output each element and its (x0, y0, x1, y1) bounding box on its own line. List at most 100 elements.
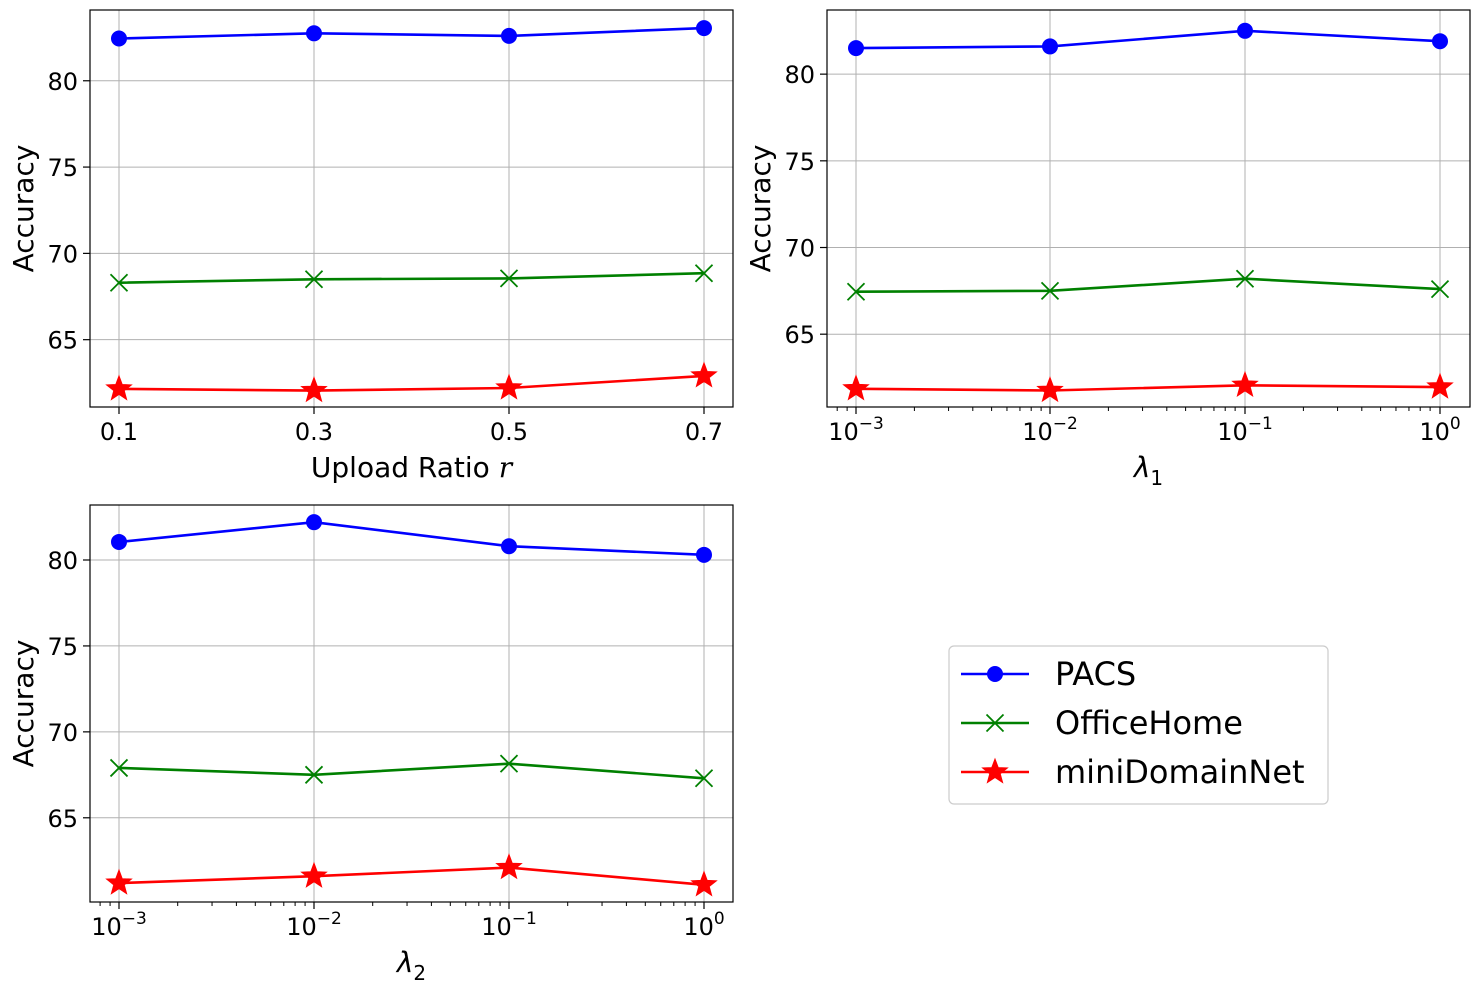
series-line (118, 762, 705, 780)
y-tick-label: 75 (47, 633, 78, 661)
data-point (306, 25, 322, 42)
data-point (304, 765, 324, 784)
series-line (855, 383, 1441, 392)
y-tick-label: 80 (47, 547, 78, 575)
data-point (300, 376, 328, 403)
series-line (855, 277, 1441, 293)
data-point (1235, 269, 1255, 288)
chart-panel-3: 10−3 10−2 10−1 100 65 70 75 80 λ2 Accuracy (7, 504, 734, 985)
data-point (306, 514, 322, 531)
series-miniDomainNet (105, 853, 718, 897)
chart-panel-1: 0.1 0.3 0.5 0.7 65 70 75 80 Upload Ratio r Accura… (7, 9, 734, 484)
y-tick-label: 65 (784, 321, 815, 349)
x-tick-label: 0.5 (490, 418, 528, 446)
data-point (842, 374, 870, 401)
data-point (300, 861, 328, 888)
data-point (1042, 38, 1058, 55)
series-line (855, 29, 1441, 50)
x-axis-label: Upload Ratio r (311, 451, 514, 484)
y-tick-label: 80 (47, 68, 78, 96)
legend-entry-PACS: PACS (961, 655, 1136, 693)
series-PACS (111, 20, 712, 47)
legend-entry-OfficeHome: OfficeHome (961, 704, 1243, 742)
data-point (495, 853, 523, 880)
data-point (495, 373, 523, 400)
series-line (118, 271, 705, 284)
data-point (1036, 376, 1064, 403)
series-line (118, 866, 705, 887)
legend-entry-miniDomainNet: miniDomainNet (961, 753, 1305, 791)
x-tick-label: 0.7 (685, 418, 723, 446)
legend-label: miniDomainNet (1055, 753, 1305, 791)
y-tick-label: 75 (784, 148, 815, 176)
data-point (105, 868, 133, 895)
y-tick-label: 70 (47, 240, 78, 268)
data-point (501, 538, 517, 555)
series-miniDomainNet (842, 370, 1454, 403)
data-point (848, 40, 864, 57)
legend-marker (981, 757, 1009, 784)
data-point (304, 270, 324, 289)
data-point (1237, 22, 1253, 39)
series-line (118, 520, 705, 557)
plot-frame (826, 9, 1471, 408)
legend-box (948, 645, 1329, 805)
x-axis-label: λ2 (395, 946, 426, 985)
data-point (111, 533, 127, 550)
x-tick-label: 10−1 (481, 909, 537, 941)
data-point (690, 361, 718, 388)
y-tick-label: 70 (784, 235, 815, 263)
series-OfficeHome (846, 269, 1450, 301)
data-point (696, 20, 712, 37)
data-point (696, 546, 712, 563)
data-point (1040, 281, 1060, 300)
legend-marker (987, 666, 1003, 682)
plot-frame (89, 9, 734, 408)
y-tick-label: 65 (47, 805, 78, 833)
series-OfficeHome (109, 264, 714, 292)
x-tick-label: 10−3 (91, 909, 147, 941)
data-point (109, 758, 129, 778)
plot-frame (89, 504, 734, 903)
series-OfficeHome (109, 754, 714, 788)
series-line (118, 374, 705, 392)
series-PACS (111, 514, 712, 563)
x-tick-label: 0.3 (295, 418, 333, 446)
y-axis-label: Accuracy (744, 145, 777, 273)
chart-panel-2: 10−3 10−2 10−1 100 65 70 75 80 λ1 Accuracy (744, 9, 1471, 490)
x-tick-label: 10−3 (828, 414, 884, 446)
x-tick-label: 100 (1419, 414, 1460, 446)
data-point (109, 273, 129, 292)
y-tick-label: 75 (47, 154, 78, 182)
legend-label: OfficeHome (1055, 704, 1243, 742)
data-point (694, 264, 714, 283)
y-tick-label: 80 (784, 61, 815, 89)
legend-label: PACS (1055, 655, 1136, 693)
y-axis-label: Accuracy (7, 145, 40, 273)
data-point (1432, 33, 1448, 50)
x-tick-label: 10−1 (1217, 414, 1273, 446)
series-miniDomainNet (105, 361, 718, 403)
x-tick-label: 100 (683, 909, 724, 941)
series-PACS (848, 22, 1448, 57)
x-tick-label: 10−2 (1022, 414, 1078, 446)
data-point (1430, 279, 1450, 299)
data-point (501, 27, 517, 44)
y-axis-label: Accuracy (7, 640, 40, 768)
x-tick-label: 10−2 (286, 909, 342, 941)
data-point (111, 30, 127, 47)
data-point (1231, 370, 1259, 397)
data-point (694, 769, 714, 788)
data-point (105, 374, 133, 401)
data-point (690, 870, 718, 897)
data-point (499, 754, 519, 773)
x-tick-label: 0.1 (100, 418, 138, 446)
x-axis-label: λ1 (1132, 451, 1163, 490)
data-point (499, 269, 519, 288)
y-tick-label: 70 (47, 719, 78, 747)
legend: PACS OfficeHome miniDomainNet (948, 645, 1329, 805)
y-tick-label: 65 (47, 327, 78, 355)
series-line (118, 26, 705, 40)
data-point (846, 282, 866, 301)
